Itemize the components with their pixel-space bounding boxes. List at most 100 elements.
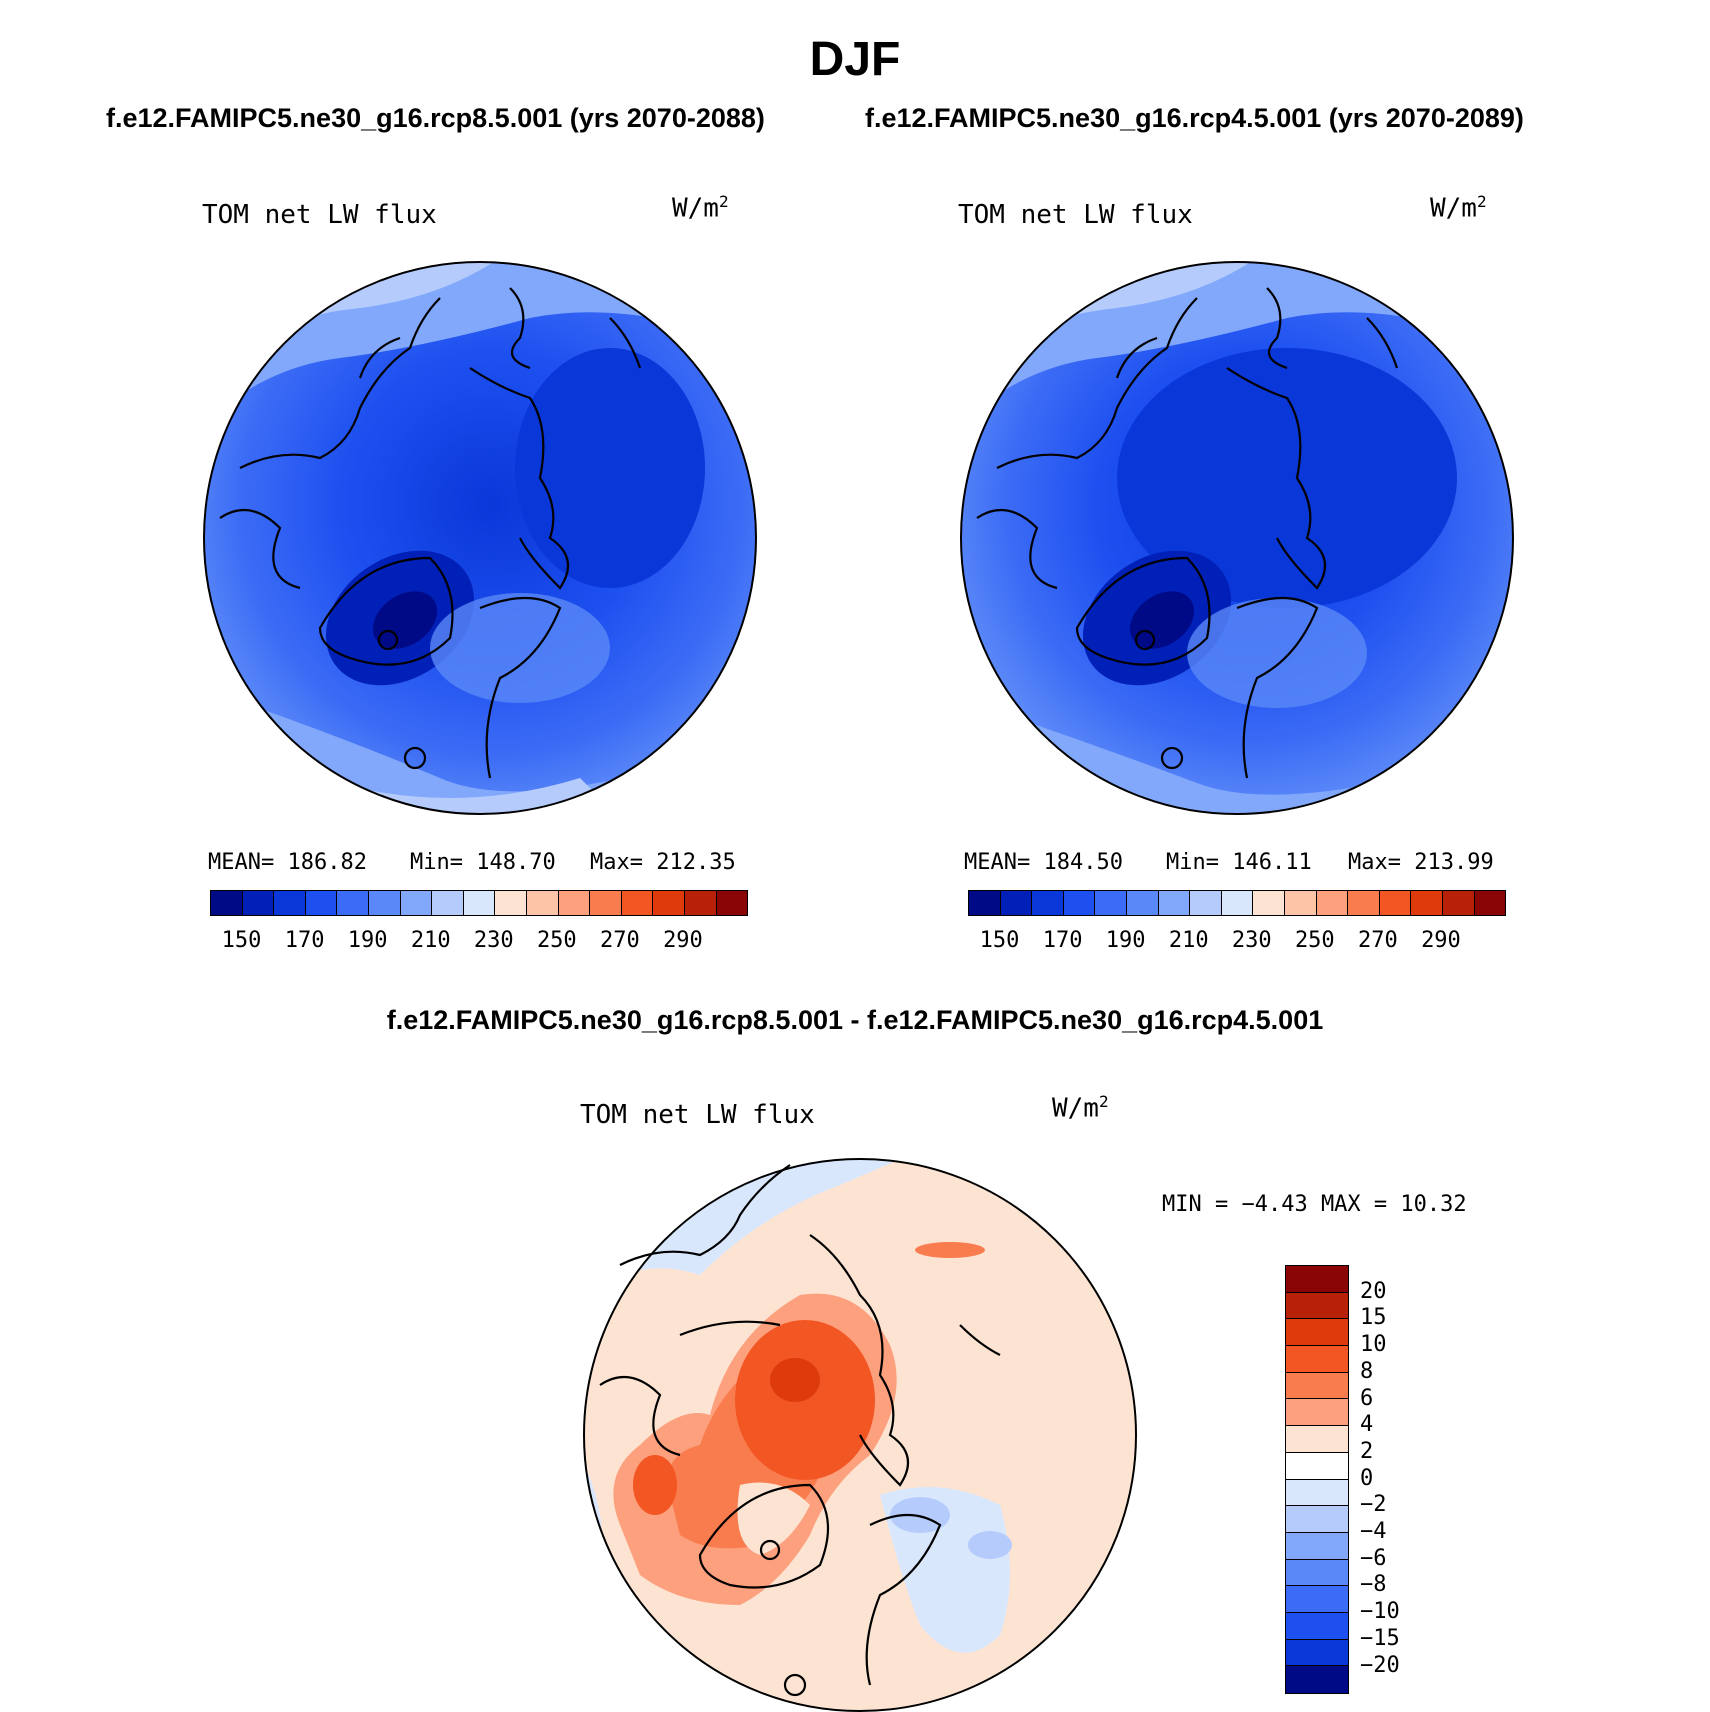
panel2-units: W/m2 [1430,192,1487,224]
colorbar-tick-label: 270 [1358,928,1398,953]
panel3-colorbar [1285,1265,1349,1694]
panel2-colorbar [968,890,1506,916]
colorbar-swatch [1286,1639,1348,1667]
case2-title: f.e12.FAMIPC5.ne30_g16.rcp4.5.001 (yrs 2… [865,103,1524,133]
panel3-units: W/m2 [1052,1092,1109,1124]
colorbar-swatch [1379,891,1412,915]
colorbar-tick-label: −6 [1360,1545,1387,1571]
panel1-colorbar [210,890,748,916]
colorbar-swatch [1000,891,1033,915]
colorbar-swatch [1286,1319,1348,1347]
colorbar-swatch [621,891,654,915]
colorbar-tick-label: 230 [1231,928,1272,953]
colorbar-swatch [1411,891,1443,915]
colorbar-tick-label: 290 [663,928,703,953]
colorbar-swatch [526,891,559,915]
colorbar-swatch [495,891,527,915]
colorbar-tick-label: 4 [1360,1412,1374,1438]
panel1-field-contour [515,348,705,588]
panel1-min: Min= 148.70 [410,850,556,875]
colorbar-tick-label: −8 [1360,1572,1387,1598]
colorbar-tick-label: 210 [410,928,451,953]
colorbar-swatch [1286,1559,1348,1587]
colorbar-swatch [1286,1666,1348,1693]
panel2-field-contour [1129,591,1195,649]
colorbar-swatch [1316,891,1349,915]
colorbar-tick-label: 210 [1168,928,1209,953]
colorbar-swatch [1348,891,1380,915]
colorbar-swatch [1286,1399,1348,1427]
panel1-map-boundary [203,261,757,815]
panel2-max: Max= 213.99 [1348,850,1494,875]
colorbar-swatch [1190,891,1222,915]
case1-title: f.e12.FAMIPC5.ne30_g16.rcp8.5.001 (yrs 2… [106,103,765,133]
colorbar-swatch [1284,891,1317,915]
difference-title: f.e12.FAMIPC5.ne30_g16.rcp8.5.001 - f.e1… [386,1005,1324,1035]
colorbar-swatch [1286,1532,1348,1560]
colorbar-tick-label: 20 [1360,1278,1387,1304]
panel1-max: Max= 212.35 [590,850,736,875]
colorbar-tick-label: 8 [1360,1358,1374,1384]
panel1-polar-map [203,261,757,815]
colorbar-swatch [274,891,306,915]
panel3-polar-map [583,1158,1137,1712]
panel1-field-contour [372,591,438,649]
colorbar-swatch [653,891,685,915]
panel2-variable-label: TOM net LW flux [958,200,1193,230]
colorbar-swatch [1221,891,1254,915]
colorbar-swatch [463,891,496,915]
colorbar-tick-label: 170 [1042,928,1083,953]
colorbar-tick-label: −15 [1360,1625,1400,1651]
colorbar-tick-label: 10 [1360,1332,1387,1358]
panel2-mean: MEAN= 184.50 [964,850,1123,875]
colorbar-swatch [1286,1266,1348,1293]
colorbar-swatch [1032,891,1064,915]
colorbar-tick-label: 170 [284,928,325,953]
colorbar-tick-label: 2 [1360,1438,1374,1464]
colorbar-swatch [590,891,622,915]
colorbar-swatch [1286,1372,1348,1400]
panel3-coastlines [599,1164,1001,1697]
panel1-field-contour [430,593,610,703]
colorbar-tick-label: −20 [1360,1652,1400,1678]
figure-title: DJF [809,33,901,86]
colorbar-swatch [1442,891,1475,915]
colorbar-swatch [1095,891,1127,915]
panel2-coastlines [976,287,1399,779]
panel3-field-contour [737,1482,810,1555]
panel3-field-contour [770,1358,820,1402]
colorbar-tick-label: 6 [1360,1385,1374,1411]
panel1-coastlines [219,287,642,779]
colorbar-tick-label: 150 [979,928,1020,953]
panel2-field-contour [1187,598,1367,708]
panel1-variable-label: TOM net LW flux [202,200,437,230]
panel2-colorbar-ticks: 150 170 190 210 230 250 270 290 [968,926,1504,956]
colorbar-tick-label: 150 [221,928,262,953]
colorbar-swatch [242,891,275,915]
colorbar-tick-label: −10 [1360,1599,1400,1625]
colorbar-swatch [969,891,1001,915]
colorbar-swatch [1286,1586,1348,1613]
panel2-map-boundary [960,261,1514,815]
colorbar-swatch [1286,1346,1348,1373]
colorbar-tick-label: 190 [1105,928,1146,953]
colorbar-swatch [1474,891,1506,915]
colorbar-swatch [1063,891,1096,915]
colorbar-tick-label: 190 [347,928,388,953]
colorbar-swatch [1286,1292,1348,1320]
colorbar-tick-label: 15 [1360,1305,1387,1331]
colorbar-tick-label: −2 [1360,1492,1387,1518]
colorbar-tick-label: −4 [1360,1519,1387,1544]
colorbar-tick-label: 250 [536,928,577,953]
colorbar-swatch [305,891,338,915]
panel1-mean: MEAN= 186.82 [208,850,367,875]
colorbar-swatch [368,891,401,915]
colorbar-tick-label: 290 [1421,928,1461,953]
panel1-colorbar-ticks: 150 170 190 210 230 250 270 290 [210,926,746,956]
colorbar-swatch [1286,1452,1348,1480]
colorbar-swatch [558,891,591,915]
panel3-map-boundary [583,1158,1137,1712]
panel3-field-contour [633,1455,677,1515]
panel3-variable-label: TOM net LW flux [580,1100,815,1130]
colorbar-swatch [1286,1479,1348,1507]
